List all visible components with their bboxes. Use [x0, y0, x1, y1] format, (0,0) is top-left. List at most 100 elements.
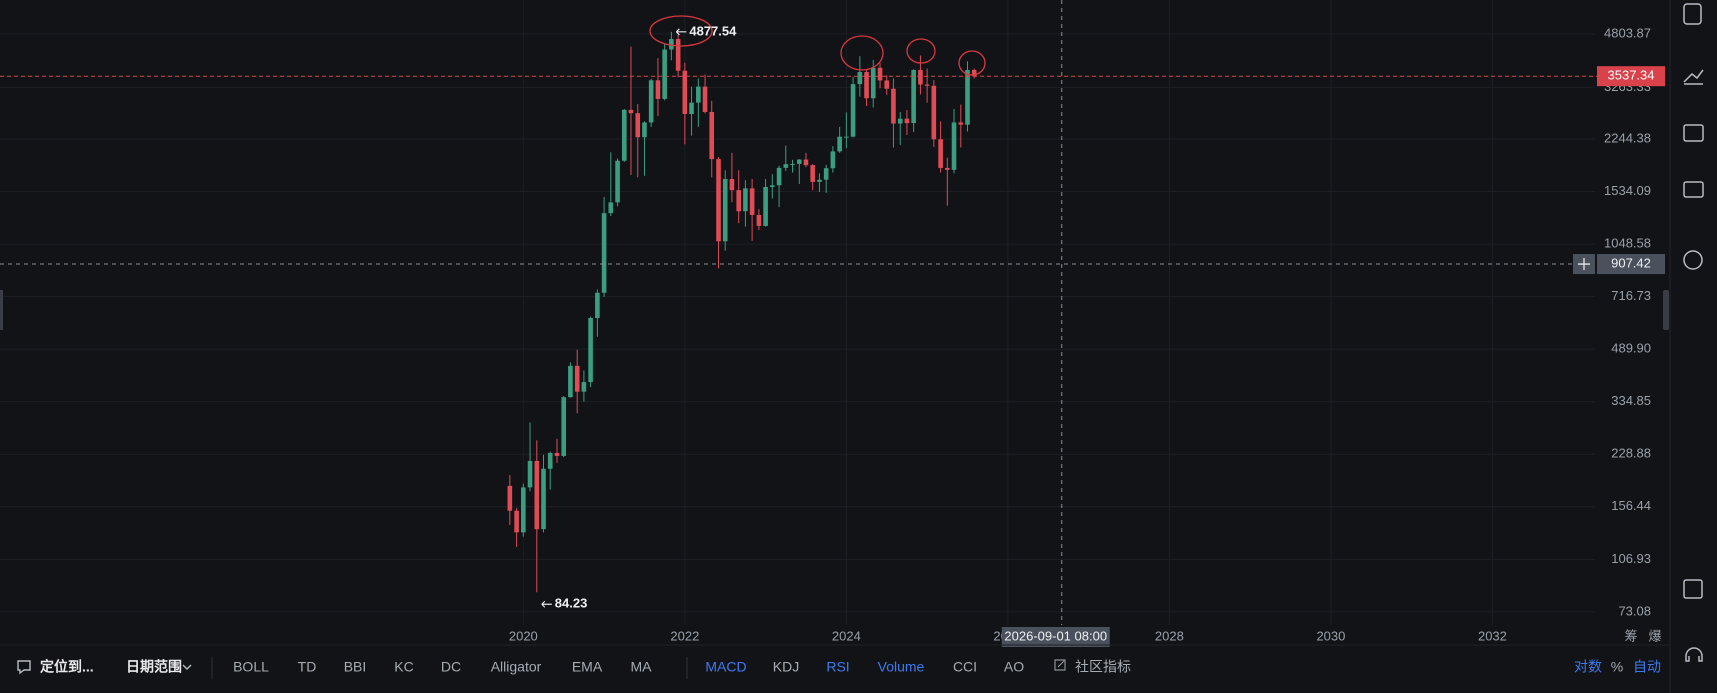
- x-tick-label: 2028: [1155, 628, 1184, 643]
- x-tick-label: 2020: [509, 628, 538, 643]
- scale-option[interactable]: %: [1611, 659, 1623, 675]
- main-indicator[interactable]: BOLL: [233, 659, 269, 675]
- x-tick-label: 2022: [670, 628, 699, 643]
- candle-body: [716, 159, 721, 242]
- candle-body: [783, 164, 789, 168]
- extreme-label: 84.23: [555, 596, 588, 611]
- highlight-circle: [840, 35, 884, 71]
- candle-body: [507, 485, 513, 511]
- crosshair-y-label: 907.42: [1611, 255, 1651, 270]
- candle-body: [722, 178, 728, 242]
- date-range-button[interactable]: 日期范围: [126, 659, 182, 675]
- x-tick-label: 2032: [1478, 628, 1507, 643]
- candle-body: [971, 69, 977, 77]
- locate-button[interactable]: 定位到...: [40, 659, 94, 675]
- last-price-label: 3537.34: [1608, 68, 1655, 83]
- extreme-label: 4877.54: [689, 23, 737, 38]
- annotation-arrow: [541, 600, 552, 608]
- left-handle[interactable]: [0, 290, 3, 330]
- candle-body: [621, 109, 627, 161]
- candle-body: [554, 452, 560, 456]
- main-indicator[interactable]: DC: [441, 659, 461, 675]
- main-indicator[interactable]: MA: [631, 659, 653, 675]
- candle-body: [897, 118, 903, 124]
- candle-body: [931, 85, 937, 140]
- candle-body: [608, 202, 614, 214]
- community-indicators[interactable]: 社区指标: [1075, 659, 1131, 675]
- candle-body: [655, 80, 661, 99]
- candle-body: [951, 122, 957, 170]
- icon-support[interactable]: [1685, 647, 1703, 662]
- candle-body: [648, 80, 654, 123]
- sub-indicator[interactable]: MACD: [705, 659, 746, 675]
- candle-body: [736, 190, 742, 212]
- candle-body: [588, 317, 593, 383]
- candle-body: [823, 168, 829, 180]
- candle-body: [776, 167, 782, 186]
- candle-body: [810, 165, 815, 182]
- icon-etf[interactable]: [1683, 181, 1704, 198]
- candle-body: [891, 88, 896, 124]
- scale-option[interactable]: 对数: [1574, 659, 1602, 675]
- candle-body: [568, 365, 573, 398]
- candle-body: [702, 86, 708, 112]
- candle-body: [864, 72, 869, 99]
- icon-panel[interactable]: [1683, 124, 1704, 142]
- main-indicator[interactable]: Alligator: [491, 659, 542, 675]
- candle-body: [581, 382, 587, 392]
- locate-icon: [17, 660, 31, 675]
- sub-indicator[interactable]: CCI: [953, 659, 977, 675]
- icon-price[interactable]: [1683, 3, 1702, 25]
- annotation-arrow: [675, 28, 687, 36]
- y-tick-label: 334.85: [1611, 393, 1651, 408]
- dropdown-caret: [182, 664, 192, 670]
- main-indicator[interactable]: BBI: [344, 659, 367, 675]
- crosshair-plus: [1578, 258, 1590, 271]
- y-tick-label: 106.93: [1611, 551, 1651, 566]
- crosshair-x-box: [1001, 627, 1110, 647]
- icon-layout[interactable]: [1683, 579, 1703, 599]
- y-tick-label: 228.88: [1611, 446, 1651, 461]
- sub-indicator[interactable]: AO: [1004, 659, 1024, 675]
- crosshair-y-box: [1597, 254, 1665, 275]
- candle-body: [790, 163, 795, 165]
- sub-indicator[interactable]: RSI: [826, 659, 849, 675]
- sub-indicator[interactable]: Volume: [878, 659, 925, 675]
- axis-badge[interactable]: 筹: [1624, 628, 1637, 643]
- y-tick-label: 73.08: [1618, 603, 1651, 618]
- overlays: 4877.54 84.23 3537.34 907.42 2026-09-01 08:0…: [0, 0, 1665, 647]
- main-indicator[interactable]: EMA: [572, 659, 603, 675]
- y-tick-label: 489.90: [1611, 341, 1651, 356]
- y-tick-label: 716.73: [1611, 288, 1651, 303]
- candle-body: [911, 69, 916, 124]
- main-indicator[interactable]: KC: [394, 659, 413, 675]
- candle-body: [696, 86, 701, 103]
- candle-body: [514, 510, 519, 533]
- candle-body: [945, 167, 950, 170]
- sub-indicator[interactable]: KDJ: [773, 659, 799, 675]
- right-handle[interactable]: [1663, 290, 1669, 330]
- candle-body: [749, 188, 755, 215]
- candle-body: [884, 80, 890, 89]
- candle-body: [938, 139, 943, 168]
- highlight-circle: [958, 50, 986, 76]
- icon-swap[interactable]: [1683, 250, 1703, 270]
- main-indicator[interactable]: TD: [298, 659, 317, 675]
- candle-body: [675, 39, 681, 71]
- candle-body: [601, 213, 607, 293]
- scale-option[interactable]: 自动: [1633, 659, 1661, 675]
- candle-body: [817, 179, 822, 182]
- icon-trend[interactable]: [1683, 69, 1704, 85]
- candle-body: [763, 186, 768, 226]
- highlight-circle: [649, 15, 713, 47]
- last-price-box: [1597, 66, 1665, 87]
- candle-body: [904, 118, 910, 124]
- sidebar-icons: [1683, 3, 1704, 662]
- candle-body: [682, 70, 688, 114]
- candle-body: [756, 214, 762, 226]
- candle-body: [877, 67, 883, 81]
- axis-badge[interactable]: 爆: [1648, 628, 1661, 643]
